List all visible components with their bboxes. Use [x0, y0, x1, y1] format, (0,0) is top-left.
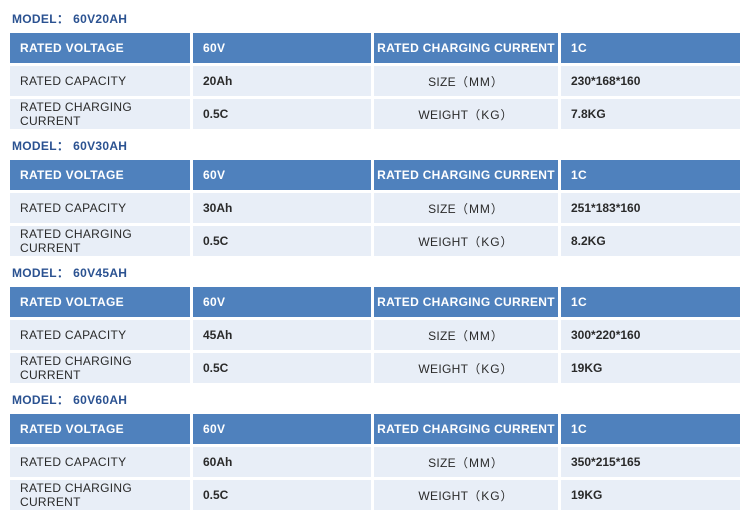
value-charging-current-hdr: 1C	[560, 32, 741, 64]
label-size: SIZE（MM）	[373, 446, 559, 478]
label-weight: WEIGHT（KG）	[373, 225, 559, 257]
value-voltage: 60V	[192, 286, 372, 318]
model-label: MODEL：	[12, 266, 69, 280]
value-voltage: 60V	[192, 32, 372, 64]
label-rated-capacity: RATED CAPACITY	[9, 319, 191, 351]
label-weight: WEIGHT（KG）	[373, 98, 559, 130]
spec-table: RATED VOLTAGE60VRATED CHARGING CURRENT1C…	[8, 285, 742, 385]
label-size-text: SIZE	[428, 202, 456, 216]
value-charging-current: 0.5C	[192, 479, 372, 511]
label-weight-unit: （KG）	[468, 108, 513, 122]
value-size: 230*168*160	[560, 65, 741, 97]
label-rated-capacity: RATED CAPACITY	[9, 446, 191, 478]
value-voltage: 60V	[192, 159, 372, 191]
label-size: SIZE（MM）	[373, 65, 559, 97]
label-size-unit: （MM）	[456, 329, 504, 343]
value-weight: 7.8KG	[560, 98, 741, 130]
value-voltage: 60V	[192, 413, 372, 445]
label-weight-unit: （KG）	[468, 362, 513, 376]
value-charging-current-hdr: 1C	[560, 413, 741, 445]
spec-sheet: MODEL：60V20AHRATED VOLTAGE60VRATED CHARG…	[8, 4, 742, 512]
value-capacity: 60Ah	[192, 446, 372, 478]
label-size-text: SIZE	[428, 75, 456, 89]
value-capacity: 20Ah	[192, 65, 372, 97]
label-size-text: SIZE	[428, 456, 456, 470]
label-rated-charging-current-hdr: RATED CHARGING CURRENT	[373, 159, 559, 191]
label-rated-charging-current: RATED CHARGING CURRENT	[9, 225, 191, 257]
label-weight-unit: （KG）	[468, 489, 513, 503]
label-weight: WEIGHT（KG）	[373, 479, 559, 511]
model-title: MODEL： 60V60AH	[8, 385, 742, 412]
label-size-unit: （MM）	[456, 75, 504, 89]
label-weight-text: WEIGHT	[418, 489, 468, 503]
value-capacity: 30Ah	[192, 192, 372, 224]
label-rated-voltage: RATED VOLTAGE	[9, 413, 191, 445]
label-rated-voltage: RATED VOLTAGE	[9, 286, 191, 318]
value-weight: 19KG	[560, 479, 741, 511]
label-weight-text: WEIGHT	[418, 235, 468, 249]
value-charging-current: 0.5C	[192, 98, 372, 130]
spec-table: RATED VOLTAGE60VRATED CHARGING CURRENT1C…	[8, 31, 742, 131]
model-name: 60V60AH	[73, 393, 127, 407]
value-charging-current: 0.5C	[192, 352, 372, 384]
model-title: MODEL： 60V30AH	[8, 131, 742, 158]
model-label: MODEL：	[12, 139, 69, 153]
model-label: MODEL：	[12, 12, 69, 26]
label-size: SIZE（MM）	[373, 319, 559, 351]
model-title: MODEL： 60V45AH	[8, 258, 742, 285]
model-label: MODEL：	[12, 393, 69, 407]
model-name: 60V30AH	[73, 139, 127, 153]
label-rated-capacity: RATED CAPACITY	[9, 65, 191, 97]
label-size: SIZE（MM）	[373, 192, 559, 224]
value-weight: 19KG	[560, 352, 741, 384]
label-size-unit: （MM）	[456, 456, 504, 470]
label-size-text: SIZE	[428, 329, 456, 343]
label-weight-text: WEIGHT	[418, 108, 468, 122]
value-charging-current: 0.5C	[192, 225, 372, 257]
spec-table: RATED VOLTAGE60VRATED CHARGING CURRENT1C…	[8, 158, 742, 258]
label-weight: WEIGHT（KG）	[373, 352, 559, 384]
model-name: 60V20AH	[73, 12, 127, 26]
label-rated-charging-current: RATED CHARGING CURRENT	[9, 352, 191, 384]
model-title: MODEL： 60V20AH	[8, 4, 742, 31]
label-rated-voltage: RATED VOLTAGE	[9, 32, 191, 64]
label-rated-charging-current-hdr: RATED CHARGING CURRENT	[373, 286, 559, 318]
value-size: 350*215*165	[560, 446, 741, 478]
value-size: 251*183*160	[560, 192, 741, 224]
label-size-unit: （MM）	[456, 202, 504, 216]
label-rated-charging-current-hdr: RATED CHARGING CURRENT	[373, 32, 559, 64]
value-charging-current-hdr: 1C	[560, 286, 741, 318]
label-weight-text: WEIGHT	[418, 362, 468, 376]
value-size: 300*220*160	[560, 319, 741, 351]
label-rated-capacity: RATED CAPACITY	[9, 192, 191, 224]
label-rated-charging-current-hdr: RATED CHARGING CURRENT	[373, 413, 559, 445]
label-weight-unit: （KG）	[468, 235, 513, 249]
spec-table: RATED VOLTAGE60VRATED CHARGING CURRENT1C…	[8, 412, 742, 512]
value-weight: 8.2KG	[560, 225, 741, 257]
value-capacity: 45Ah	[192, 319, 372, 351]
label-rated-charging-current: RATED CHARGING CURRENT	[9, 98, 191, 130]
value-charging-current-hdr: 1C	[560, 159, 741, 191]
label-rated-voltage: RATED VOLTAGE	[9, 159, 191, 191]
label-rated-charging-current: RATED CHARGING CURRENT	[9, 479, 191, 511]
model-name: 60V45AH	[73, 266, 127, 280]
